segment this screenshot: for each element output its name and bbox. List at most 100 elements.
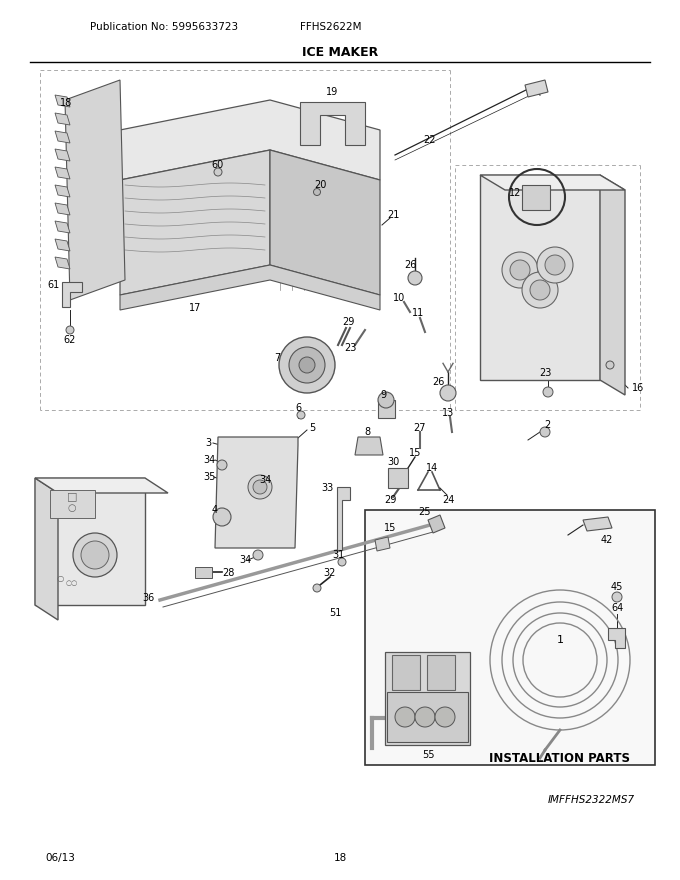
Circle shape (440, 385, 456, 401)
Polygon shape (55, 203, 70, 215)
Text: 23: 23 (539, 368, 551, 378)
Polygon shape (195, 567, 212, 578)
Polygon shape (300, 102, 365, 145)
Circle shape (522, 272, 558, 308)
Text: ICE MAKER: ICE MAKER (302, 46, 378, 58)
Text: 20: 20 (313, 180, 326, 190)
Polygon shape (392, 655, 420, 690)
Circle shape (213, 508, 231, 526)
Circle shape (415, 707, 435, 727)
Text: 32: 32 (324, 568, 336, 578)
Circle shape (279, 337, 335, 393)
Circle shape (502, 252, 538, 288)
Polygon shape (428, 515, 445, 533)
Circle shape (606, 361, 614, 369)
Polygon shape (55, 131, 70, 143)
Text: 55: 55 (422, 750, 435, 760)
Polygon shape (215, 437, 298, 548)
Polygon shape (583, 517, 612, 531)
Text: 24: 24 (442, 495, 454, 505)
Text: 9: 9 (380, 390, 386, 400)
Polygon shape (522, 185, 550, 210)
Text: 64: 64 (612, 603, 624, 613)
Text: FFHS2622M: FFHS2622M (300, 22, 362, 32)
Circle shape (299, 357, 315, 373)
Text: 61: 61 (48, 280, 60, 290)
Polygon shape (378, 400, 395, 418)
Text: 10: 10 (393, 293, 405, 303)
Polygon shape (55, 185, 70, 197)
Circle shape (81, 541, 109, 569)
Polygon shape (480, 175, 600, 380)
Text: 13: 13 (442, 408, 454, 418)
Text: 12: 12 (509, 188, 521, 198)
Polygon shape (120, 265, 380, 310)
Text: 06/13: 06/13 (45, 853, 75, 863)
Circle shape (530, 280, 550, 300)
Text: 18: 18 (333, 853, 347, 863)
Polygon shape (62, 282, 82, 307)
Bar (50, 490, 95, 518)
Text: ○: ○ (68, 503, 76, 513)
Text: 42: 42 (601, 535, 613, 545)
Circle shape (408, 271, 422, 285)
Text: 36: 36 (142, 593, 154, 603)
Circle shape (313, 188, 320, 195)
Polygon shape (375, 537, 390, 551)
Polygon shape (337, 487, 350, 550)
Text: 16: 16 (632, 383, 644, 393)
Polygon shape (35, 478, 168, 493)
Circle shape (435, 707, 455, 727)
Polygon shape (608, 628, 625, 648)
Circle shape (543, 387, 553, 397)
Text: 25: 25 (419, 507, 431, 517)
Text: 3: 3 (205, 438, 211, 448)
Text: 34: 34 (259, 475, 271, 485)
Polygon shape (480, 175, 625, 190)
Polygon shape (600, 175, 625, 395)
Circle shape (378, 392, 394, 408)
Text: 51: 51 (329, 608, 341, 618)
Circle shape (66, 326, 74, 334)
Polygon shape (120, 100, 380, 180)
Text: 4: 4 (212, 505, 218, 515)
Bar (365, 510, 655, 765)
Text: 29: 29 (384, 495, 396, 505)
Circle shape (545, 255, 565, 275)
Text: INSTALLATION PARTS: INSTALLATION PARTS (490, 752, 630, 765)
Polygon shape (388, 468, 408, 488)
Circle shape (395, 707, 415, 727)
Text: 19: 19 (326, 87, 338, 97)
Text: 2: 2 (544, 420, 550, 430)
Text: 34: 34 (239, 555, 251, 565)
Text: 15: 15 (409, 448, 421, 458)
Circle shape (289, 347, 325, 383)
Text: 33: 33 (321, 483, 333, 493)
Text: □: □ (67, 491, 78, 501)
Text: 45: 45 (611, 582, 623, 592)
Text: 21: 21 (387, 210, 399, 220)
Text: 1: 1 (556, 635, 564, 645)
Text: 31: 31 (332, 550, 344, 560)
Circle shape (217, 460, 227, 470)
Polygon shape (55, 239, 70, 251)
Text: 30: 30 (387, 457, 399, 467)
Text: 34: 34 (203, 455, 215, 465)
Polygon shape (55, 113, 70, 125)
Polygon shape (385, 652, 470, 745)
Polygon shape (55, 257, 70, 269)
Polygon shape (387, 692, 468, 742)
Polygon shape (55, 149, 70, 161)
Text: 7: 7 (274, 353, 280, 363)
Text: IMFFHS2322MS7: IMFFHS2322MS7 (548, 795, 635, 805)
Text: 60: 60 (212, 160, 224, 170)
Text: 6: 6 (295, 403, 301, 413)
Polygon shape (55, 167, 70, 179)
Polygon shape (120, 150, 270, 295)
Text: 23: 23 (344, 343, 356, 353)
Text: 29: 29 (342, 317, 354, 327)
Text: 26: 26 (404, 260, 416, 270)
Text: 15: 15 (384, 523, 396, 533)
Text: 11: 11 (412, 308, 424, 318)
Circle shape (338, 558, 346, 566)
